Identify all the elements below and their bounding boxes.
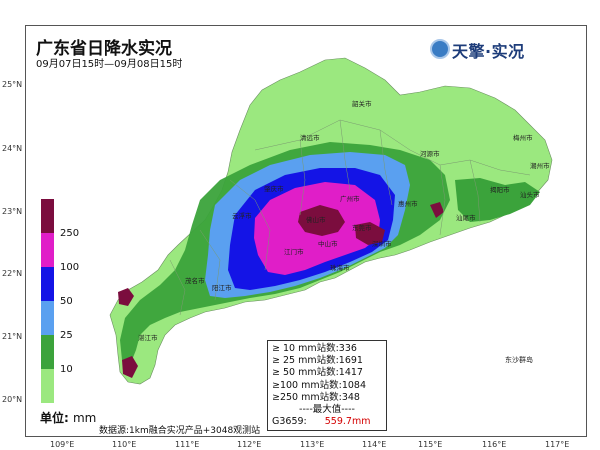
city-label: 茂名市 xyxy=(185,277,205,285)
map-subtitle: 09月07日15时—09月08日15时 xyxy=(36,59,183,70)
city-label: 云浮市 xyxy=(232,212,252,220)
legend-label-250: 250 xyxy=(60,228,80,239)
city-label: 广州市 xyxy=(340,195,360,203)
city-label: 阳江市 xyxy=(212,284,232,292)
stat-row: ≥ 10 mm站数:336 xyxy=(272,343,357,354)
rain-spot-west xyxy=(118,288,134,306)
lon-label-117: 117°E xyxy=(545,440,570,449)
legend-label-25: 25 xyxy=(60,330,73,341)
lon-label-111: 111°E xyxy=(175,440,200,449)
city-label: 潮州市 xyxy=(530,162,550,170)
prefecture-boundaries xyxy=(169,119,531,316)
city-label: 江门市 xyxy=(284,248,304,256)
data-source: 数据源:1km融合实况产品+3048观测站 xyxy=(99,426,261,436)
city-label: 深圳市 xyxy=(372,240,392,248)
city-label: 湛江市 xyxy=(138,334,158,342)
lon-label-112: 112°E xyxy=(237,440,262,449)
lat-label-22: 22°N xyxy=(2,269,23,278)
city-label: 清远市 xyxy=(300,134,320,142)
legend-swatch-25 xyxy=(41,335,54,369)
rain-band-extreme-2 xyxy=(355,222,385,245)
unit-prefix: 单位: xyxy=(40,411,73,425)
unit-label: 单位: mm xyxy=(40,409,96,426)
city-label: 揭阳市 xyxy=(490,186,510,194)
rain-spot-southwest xyxy=(122,356,138,378)
stat-row: ≥ 50 mm站数:1417 xyxy=(272,367,363,379)
lat-label-23: 23°N xyxy=(2,207,23,216)
legend-label-10: 10 xyxy=(60,364,73,375)
lon-label-113: 113°E xyxy=(300,440,325,449)
legend-swatch-250 xyxy=(41,233,54,267)
city-label: 珠海市 xyxy=(330,264,350,272)
peak-row: G3659: 559.7mm xyxy=(272,416,382,428)
unit-value: mm xyxy=(72,411,97,425)
globe-logo-icon xyxy=(430,39,450,59)
rain-spot-east xyxy=(430,202,444,218)
station-stats-box: ≥ 10 mm站数:336 ≥ 25 mm站数:1691 ≥ 50 mm站数:1… xyxy=(267,340,387,432)
city-label: 惠州市 xyxy=(398,200,418,208)
lat-label-25: 25°N xyxy=(2,80,23,89)
rain-band-25-east xyxy=(455,178,540,222)
legend-label-100: 100 xyxy=(60,262,80,273)
legend-label-50: 50 xyxy=(60,296,73,307)
stat-row: ≥100 mm站数:1084 xyxy=(272,379,366,391)
lon-label-109: 109°E xyxy=(50,440,75,449)
legend-swatch-extreme xyxy=(41,199,54,233)
island-label: 东沙群岛 xyxy=(505,356,533,364)
stat-row: ≥ 25 mm站数:1691 xyxy=(272,355,363,367)
lon-label-114: 114°E xyxy=(362,440,387,449)
city-label: 河源市 xyxy=(420,150,440,158)
city-label: 汕头市 xyxy=(520,191,540,199)
lat-label-24: 24°N xyxy=(2,144,23,153)
city-label: 梅州市 xyxy=(513,134,533,142)
lon-label-116: 116°E xyxy=(482,440,507,449)
peak-station: G3659: xyxy=(272,416,307,428)
lon-label-110: 110°E xyxy=(112,440,137,449)
stat-row: ≥250 mm站数:348 xyxy=(272,391,360,403)
city-label: 汕尾市 xyxy=(456,214,476,222)
city-label: 肇庆市 xyxy=(264,185,284,193)
lat-label-20: 20°N xyxy=(2,395,23,404)
rain-band-extreme xyxy=(298,205,345,236)
lat-label-21: 21°N xyxy=(2,332,23,341)
peak-value: 559.7mm xyxy=(324,416,371,428)
legend-swatch-10 xyxy=(41,369,54,403)
legend-swatch-50 xyxy=(41,301,54,335)
city-label: 佛山市 xyxy=(306,216,326,224)
city-label: 东莞市 xyxy=(352,224,372,232)
city-label: 中山市 xyxy=(318,240,338,248)
city-label: 韶关市 xyxy=(352,100,372,108)
brand-name: 天擎·实况 xyxy=(452,42,525,61)
map-title: 广东省日降水实况 xyxy=(36,39,172,59)
lon-label-115: 115°E xyxy=(418,440,443,449)
max-value-header: ----最大值---- xyxy=(299,404,355,416)
legend-swatch-100 xyxy=(41,267,54,301)
